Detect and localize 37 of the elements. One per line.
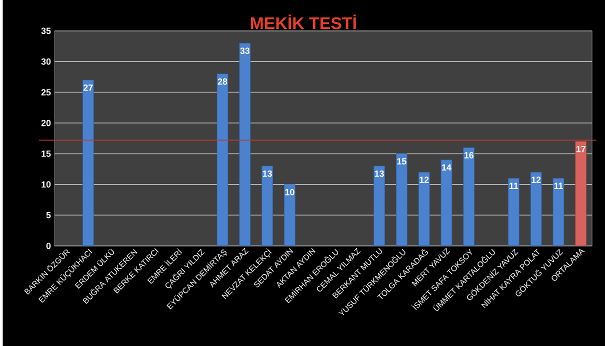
bar xyxy=(530,172,542,246)
bar xyxy=(552,178,564,246)
data-label: 12 xyxy=(420,176,429,183)
bar xyxy=(508,178,520,246)
bar xyxy=(239,42,251,246)
bar xyxy=(575,141,587,246)
chart-title: MEKİK TESTİ xyxy=(250,14,356,30)
data-label: 14 xyxy=(442,164,452,170)
data-label: 16 xyxy=(464,152,474,158)
data-label: 11 xyxy=(510,182,518,189)
y-tick-label: 5 xyxy=(46,212,51,218)
data-label: 13 xyxy=(374,170,384,177)
bar xyxy=(440,159,452,246)
data-label: 11 xyxy=(554,182,563,189)
bar xyxy=(284,184,296,246)
bar xyxy=(418,172,430,246)
bar xyxy=(463,147,475,246)
data-label: 17 xyxy=(576,146,586,152)
bar xyxy=(374,166,385,246)
y-tick-label: 20 xyxy=(41,120,51,126)
data-label: 27 xyxy=(83,84,93,91)
data-label: 15 xyxy=(397,158,406,164)
y-tick-label: 0 xyxy=(46,242,51,249)
data-label: 10 xyxy=(285,188,294,196)
data-label: 33 xyxy=(240,47,250,54)
data-label: 12 xyxy=(532,176,541,183)
y-tick-label: 10 xyxy=(42,181,51,188)
bar xyxy=(262,166,273,246)
bar xyxy=(396,153,408,246)
y-tick-label: 30 xyxy=(41,58,51,65)
data-label: 13 xyxy=(262,170,272,177)
y-tick-label: 15 xyxy=(42,150,51,157)
bar xyxy=(82,80,94,246)
data-label: 28 xyxy=(218,78,228,85)
y-tick-label: 35 xyxy=(41,27,51,34)
bar xyxy=(216,73,228,246)
y-tick-label: 25 xyxy=(41,88,51,96)
